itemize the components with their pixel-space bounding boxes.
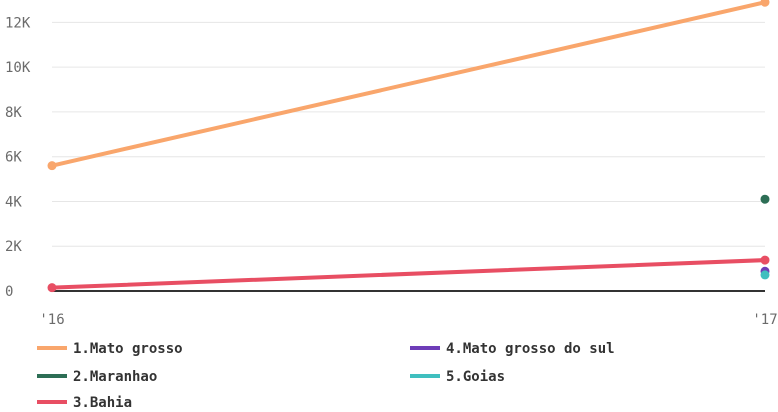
- y-tick-label: 10K: [5, 60, 31, 76]
- x-tick-label: '17: [752, 312, 777, 328]
- y-tick-label: 2K: [5, 239, 22, 255]
- legend-label: 1.Mato grosso: [73, 341, 183, 357]
- y-tick-label: 8K: [5, 105, 22, 121]
- series-line-3: [50, 258, 767, 290]
- legend-item[interactable]: 4.Mato grosso do sul: [410, 341, 615, 357]
- x-tick-label: '16: [39, 312, 64, 328]
- data-point[interactable]: [760, 255, 770, 265]
- legend-label: 4.Mato grosso do sul: [446, 341, 615, 357]
- legend-item[interactable]: 2.Maranhao: [37, 369, 157, 385]
- legend-label: 2.Maranhao: [73, 369, 157, 385]
- legend-item[interactable]: 5.Goias: [410, 369, 505, 385]
- series-line-1: [50, 0, 767, 168]
- data-point[interactable]: [47, 161, 57, 171]
- data-point[interactable]: [760, 270, 770, 280]
- data-point[interactable]: [760, 0, 770, 7]
- y-tick-label: 4K: [5, 194, 22, 210]
- y-tick-label: 0: [5, 284, 13, 300]
- series-lines: [47, 0, 770, 293]
- data-point[interactable]: [760, 194, 770, 204]
- legend-item[interactable]: 1.Mato grosso: [37, 341, 183, 357]
- y-axis-ticks: 0 2K 4K 6K 8K 10K 12K: [5, 15, 31, 300]
- grid-lines: [52, 21, 765, 247]
- legend-label: 5.Goias: [446, 369, 505, 385]
- y-tick-label: 6K: [5, 150, 22, 166]
- legend-item[interactable]: 3.Bahia: [37, 395, 132, 411]
- data-point[interactable]: [47, 283, 57, 293]
- legend-label: 3.Bahia: [73, 395, 132, 411]
- y-tick-label: 12K: [5, 15, 31, 31]
- x-axis-ticks: '16 '17: [39, 312, 777, 328]
- legend: 1.Mato grosso 2.Maranhao 3.Bahia 4.Mato gro…: [37, 341, 615, 411]
